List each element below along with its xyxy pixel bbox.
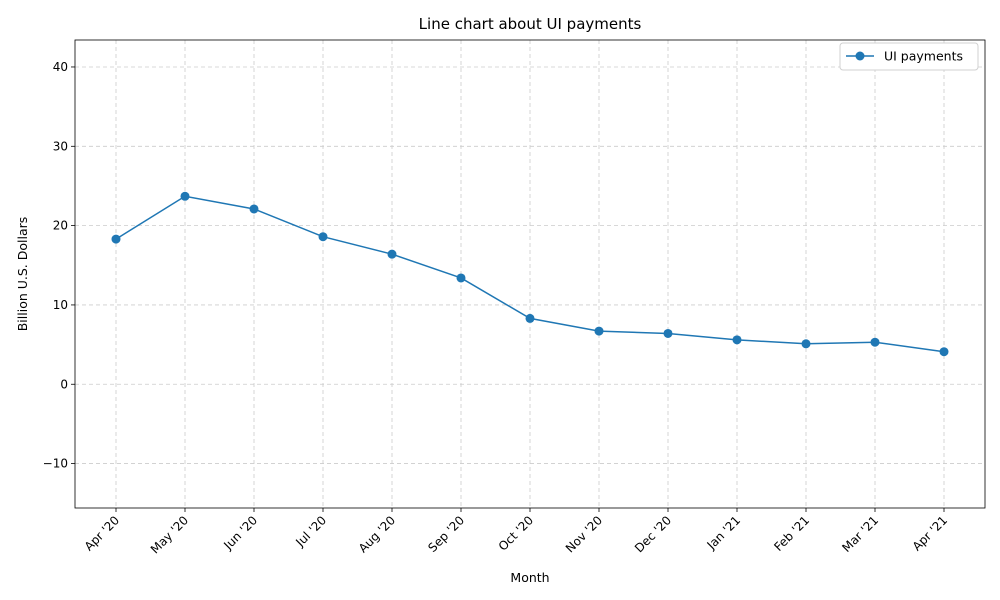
legend-marker-swatch — [855, 51, 865, 61]
x-tick-label: Jan '21 — [704, 513, 744, 553]
x-tick-label: Mar '21 — [839, 513, 881, 555]
data-point — [387, 249, 397, 259]
x-tick-label: Feb '21 — [771, 513, 812, 554]
x-tick-label: Dec '20 — [632, 513, 674, 555]
y-tick-label: 10 — [53, 298, 68, 312]
data-point — [663, 328, 673, 338]
legend-box — [839, 42, 979, 71]
data-point — [870, 337, 880, 347]
axes: Apr '20 May '20 Jun '20 Jul '20 Aug '20 Sep '… — [43, 39, 986, 556]
data-point — [939, 347, 949, 357]
y-tick-label: 30 — [53, 139, 68, 153]
y-axis-title: Billion U.S. Dollars — [15, 217, 30, 332]
y-tick-label: 40 — [53, 60, 68, 74]
series-layer — [111, 191, 949, 357]
x-tick-label: May '20 — [148, 513, 191, 556]
data-point — [456, 273, 466, 283]
data-point — [732, 335, 742, 345]
data-point — [525, 313, 535, 323]
x-tick-label: Jul '20 — [292, 513, 329, 550]
y-tick-label: −10 — [43, 457, 68, 471]
x-tick-label: Oct '20 — [496, 513, 536, 553]
x-tick-label: Jun '20 — [220, 513, 260, 553]
x-tick-label: Sep '20 — [425, 513, 467, 555]
y-tick-label: 0 — [60, 377, 68, 391]
legend-label: UI payments — [884, 49, 963, 64]
x-tick-label: Apr '21 — [910, 513, 950, 553]
x-tick-label: Apr '20 — [82, 513, 122, 553]
legend: UI payments — [839, 42, 979, 71]
data-point — [801, 339, 811, 349]
y-tick-label: 20 — [53, 219, 68, 233]
x-axis-title: Month — [510, 570, 549, 585]
plot-frame — [74, 39, 986, 509]
x-tick-label: Nov '20 — [563, 513, 605, 555]
data-point — [111, 234, 121, 244]
data-point — [249, 204, 259, 214]
grid — [75, 40, 985, 508]
x-tick-label: Aug '20 — [356, 513, 398, 555]
data-point — [594, 326, 604, 336]
chart-title: Line chart about UI payments — [419, 15, 642, 33]
data-point — [180, 191, 190, 201]
data-point — [318, 232, 328, 242]
